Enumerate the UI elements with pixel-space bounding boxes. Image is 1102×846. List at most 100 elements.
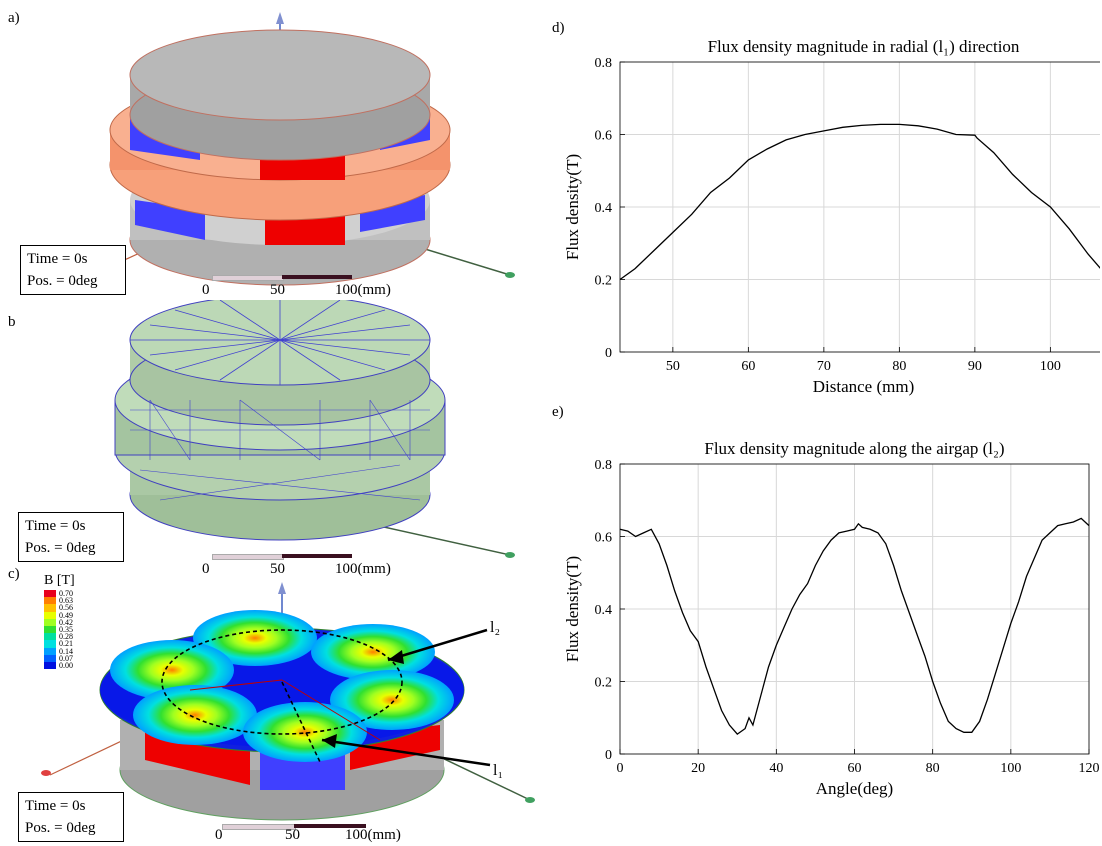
x-tick-label: 100 xyxy=(1000,761,1021,776)
time-label: Time = 0s xyxy=(25,798,86,814)
legend-value: 0.00 xyxy=(59,660,73,670)
legend-entry: 0.35 xyxy=(44,625,73,635)
x-axis-label: Distance (mm) xyxy=(813,377,915,396)
legend-entry: 0.42 xyxy=(44,617,73,627)
y-tick-label: 0.6 xyxy=(595,129,613,144)
x-axis-label: Angle(deg) xyxy=(816,779,893,798)
y-tick-label: 0.2 xyxy=(595,274,613,289)
y-tick-label: 0.2 xyxy=(595,676,613,691)
panel-label-a: a) xyxy=(8,10,20,26)
legend-entry: 0.28 xyxy=(44,632,73,642)
scale-label-hundred: 100(mm) xyxy=(335,561,391,577)
machine-geometry-render xyxy=(109,12,515,286)
scale-label-zero: 0 xyxy=(202,561,210,577)
series-line xyxy=(619,517,1090,735)
legend-value: 0.28 xyxy=(59,632,73,642)
color-legend: 0.70 0.63 0.56 0.49 0.42 0.35 0.28 0.21 0.14 0.07… xyxy=(44,590,73,669)
time-label: Time = 0s xyxy=(25,518,86,534)
panel-label-e: e) xyxy=(552,404,564,420)
legend-swatch xyxy=(44,618,56,626)
scale-label-fifty: 50 xyxy=(285,827,300,843)
legend-value: 0.21 xyxy=(59,639,73,649)
legend-entry: 0.07 xyxy=(44,653,73,663)
x-tick-label: 80 xyxy=(926,761,940,776)
legend-swatch xyxy=(44,590,56,598)
legend-value: 0.42 xyxy=(59,617,73,627)
position-label: Pos. = 0deg xyxy=(25,540,96,556)
y-tick-label: 0.4 xyxy=(595,201,613,216)
chart-title: Flux density magnitude in radial (l₁) di… xyxy=(708,37,1020,56)
chart-airgap-flux-density: Flux density magnitude along the airgap … xyxy=(563,439,1100,798)
x-tick-label: 60 xyxy=(848,761,862,776)
scale-label-hundred: 100(mm) xyxy=(335,282,391,298)
legend-entry: 0.56 xyxy=(44,603,73,613)
legend-swatch xyxy=(44,661,56,670)
time-position-box-c: Time = 0s Pos. = 0deg xyxy=(18,792,124,842)
panel-label-d: d) xyxy=(552,20,565,36)
legend-swatch xyxy=(44,654,56,662)
flux-density-field-render: l₂ l₁ xyxy=(41,582,535,821)
x-tick-label: 40 xyxy=(769,761,783,776)
scale-bar-light xyxy=(212,554,284,560)
scale-label-fifty: 50 xyxy=(270,561,285,577)
x-tick-label: 20 xyxy=(691,761,705,776)
legend-entry: 0.70 xyxy=(44,589,73,599)
scale-bar-light xyxy=(212,275,284,281)
x-tick-label: 100 xyxy=(1040,359,1061,374)
scale-label-hundred: 100(mm) xyxy=(345,827,401,843)
y-tick-label: 0.8 xyxy=(595,458,613,473)
scale-label-zero: 0 xyxy=(215,827,223,843)
scale-label-zero: 0 xyxy=(202,282,210,298)
time-position-box-a: Time = 0s Pos. = 0deg xyxy=(20,245,126,295)
legend-value: 0.63 xyxy=(59,596,73,606)
scale-bar-dark xyxy=(294,824,366,828)
legend-value: 0.35 xyxy=(59,625,73,635)
legend-value: 0.49 xyxy=(59,610,73,620)
y-tick-label: 0 xyxy=(605,346,612,361)
legend-swatch xyxy=(44,647,56,655)
y-tick-label: 0.6 xyxy=(595,531,613,546)
legend-swatch xyxy=(44,633,56,641)
legend-swatch xyxy=(44,604,56,612)
y-tick-label: 0 xyxy=(605,748,612,763)
legend-entry: 0.21 xyxy=(44,639,73,649)
x-tick-label: 90 xyxy=(968,359,982,374)
position-label: Pos. = 0deg xyxy=(27,273,98,289)
y-tick-label: 0.8 xyxy=(595,56,613,71)
legend-value: 0.14 xyxy=(59,646,73,656)
mesh-render xyxy=(114,300,515,558)
scale-bar-dark xyxy=(282,275,352,279)
legend-swatch xyxy=(44,597,56,605)
legend-value: 0.70 xyxy=(59,589,73,599)
line-label-l2: l₂ xyxy=(490,619,500,636)
legend-swatch xyxy=(44,611,56,619)
legend-value: 0.07 xyxy=(59,653,73,663)
panel-label-c: c) xyxy=(8,566,20,582)
y-tick-label: 0.4 xyxy=(595,603,613,618)
legend-entry: 0.49 xyxy=(44,610,73,620)
x-tick-label: 50 xyxy=(666,359,680,374)
y-axis-label: Flux density(T) xyxy=(563,154,582,260)
panel-label-b: b xyxy=(8,314,16,330)
chart-title: Flux density magnitude along the airgap … xyxy=(704,439,1004,458)
legend-entry: 0.14 xyxy=(44,646,73,656)
x-tick-label: 60 xyxy=(741,359,755,374)
scale-label-fifty: 50 xyxy=(270,282,285,298)
x-tick-label: 120 xyxy=(1079,761,1100,776)
legend-swatch xyxy=(44,640,56,648)
legend-entry: 0.63 xyxy=(44,596,73,606)
legend-entry: 0.00 xyxy=(44,660,73,670)
time-position-box-b: Time = 0s Pos. = 0deg xyxy=(18,512,124,562)
x-tick-label: 0 xyxy=(617,761,624,776)
legend-title: B [T] xyxy=(44,573,75,588)
legend-value: 0.56 xyxy=(59,603,73,613)
y-axis-label: Flux density(T) xyxy=(563,556,582,662)
x-tick-label: 80 xyxy=(892,359,906,374)
x-tick-label: 70 xyxy=(817,359,831,374)
legend-swatch xyxy=(44,625,56,634)
series-line xyxy=(619,123,1100,281)
position-label: Pos. = 0deg xyxy=(25,820,96,836)
time-label: Time = 0s xyxy=(27,251,88,267)
scale-bar-dark xyxy=(282,554,352,558)
line-label-l1: l₁ xyxy=(493,762,503,779)
